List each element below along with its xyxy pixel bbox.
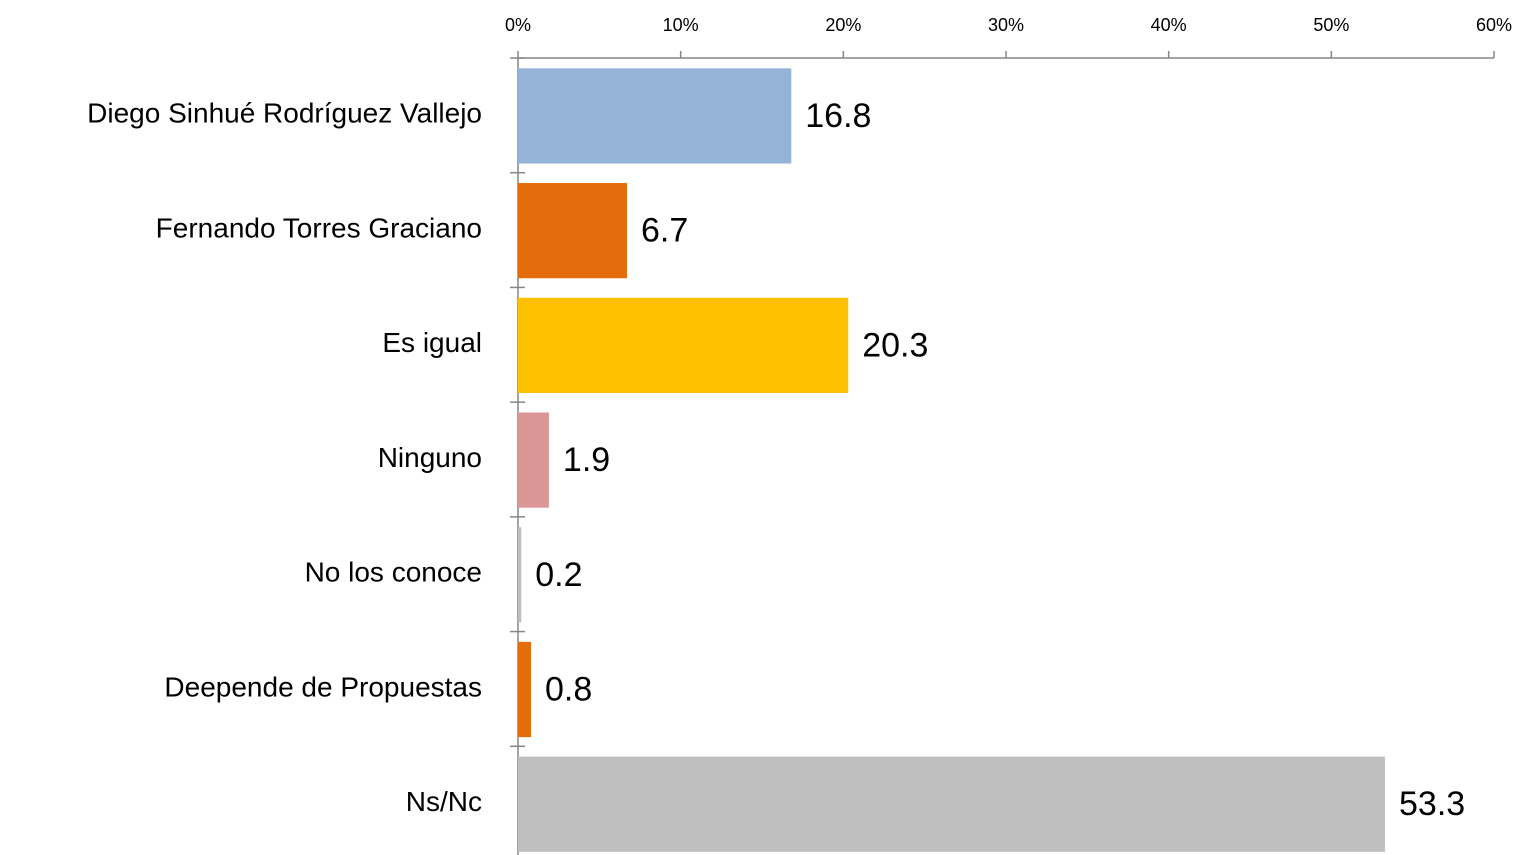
y-tick-label: Ns/Nc <box>406 786 482 817</box>
x-tick-label: 10% <box>663 15 699 35</box>
value-label: 1.9 <box>563 441 610 479</box>
value-label: 20.3 <box>862 326 928 364</box>
value-label: 0.8 <box>545 670 592 708</box>
value-label: 0.2 <box>535 556 582 594</box>
x-tick-label: 0% <box>505 15 531 35</box>
value-label: 6.7 <box>641 212 688 250</box>
y-tick-label: Fernando Torres Graciano <box>156 212 482 243</box>
value-label: 53.3 <box>1399 785 1465 823</box>
bar <box>518 641 532 738</box>
bar <box>518 527 522 623</box>
y-tick-label: Ninguno <box>378 442 482 473</box>
bar <box>518 183 627 279</box>
value-label: 16.8 <box>805 97 871 135</box>
x-tick-label: 40% <box>1151 15 1187 35</box>
bar <box>518 412 549 508</box>
x-tick-label: 50% <box>1313 15 1349 35</box>
x-tick-label: 60% <box>1476 15 1512 35</box>
x-tick-label: 30% <box>988 15 1024 35</box>
y-tick-label: Deepende de Propuestas <box>164 671 482 702</box>
x-tick-label: 20% <box>825 15 861 35</box>
y-tick-label: Es igual <box>382 327 482 358</box>
bar <box>518 297 849 393</box>
bar <box>518 68 792 164</box>
y-tick-label: Diego Sinhué Rodríguez Vallejo <box>87 98 482 129</box>
bar <box>518 756 1386 852</box>
y-tick-label: No los conoce <box>305 557 482 588</box>
